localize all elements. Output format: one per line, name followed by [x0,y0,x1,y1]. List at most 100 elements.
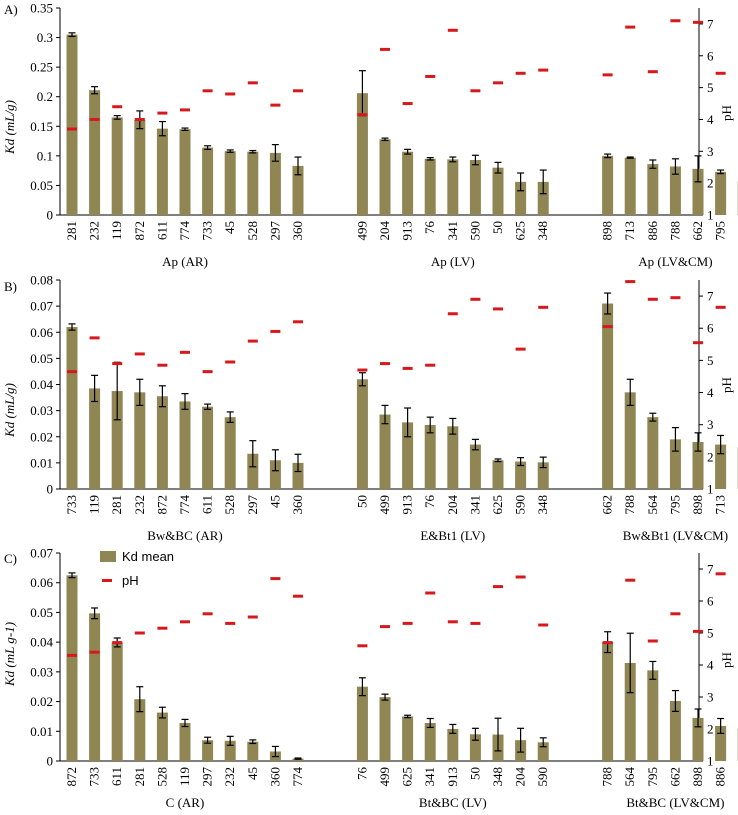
category-tick-label: 662 [600,495,615,515]
ph-marker [293,594,303,598]
right-tick-label: 7 [707,16,714,31]
category-tick-label: 713 [735,767,738,787]
ph-marker [180,108,190,112]
ph-marker [693,341,704,345]
category-tick-label: 499 [377,495,392,515]
category-tick-label: 232 [222,767,237,787]
category-tick-label: 774 [177,495,192,515]
ph-marker [202,612,213,616]
category-tick-label: 348 [490,767,505,787]
ph-marker [538,305,549,309]
category-tick-label: 281 [64,221,79,241]
kd-bar [179,401,191,489]
ph-marker [602,641,613,645]
group-label: Bw&Bt1 (LV&CM) [623,528,728,543]
category-tick-label: 348 [535,495,550,515]
category-tick-label: 204 [513,767,528,787]
category-tick-label: 788 [600,767,615,787]
group-label: C (AR) [166,795,205,810]
y-tick-label: 0.03 [30,664,53,679]
category-tick-label: 119 [109,221,124,240]
ph-marker [493,81,504,85]
kd-bar [156,712,168,761]
category-tick-label: 913 [400,221,415,241]
panel-a-label: A) [4,2,18,17]
kd-bar [111,642,123,761]
y-tick-label: 0.05 [30,351,53,366]
ph-marker [157,111,168,115]
ph-marker [67,653,77,657]
kd-bar [624,157,636,215]
category-tick-label: 774 [177,221,192,241]
category-tick-label: 898 [690,767,705,787]
ph-marker [670,296,681,300]
kd-bar [379,697,391,761]
y-tick-label: 0.2 [37,89,53,104]
category-tick-label: 611 [200,495,215,514]
ph-marker [470,297,481,301]
right-tick-label: 3 [707,690,714,705]
ph-marker [202,89,213,93]
kd-bar [202,406,214,489]
ph-marker [693,20,704,24]
right-tick-label: 2 [707,176,714,191]
ph-marker [515,575,526,579]
panel-b-right-axis-title: pH [719,377,734,393]
category-tick-label: 733 [200,221,215,241]
y-tick-label: 0.03 [30,403,53,418]
category-tick-label: 50 [467,767,482,780]
panel-c: C) Kd (mL g-1) pH 0 0.01 0.02 0.03 0.04 0.05 0… [2,546,738,810]
category-tick-label: 788 [667,221,682,241]
ph-marker [225,360,236,364]
right-tick-label: 4 [707,385,714,400]
ph-marker [515,71,526,75]
category-tick-label: 499 [354,221,369,241]
kd-bar [111,391,123,489]
ph-marker [293,89,303,93]
category-tick-label: 611 [154,221,169,240]
category-tick-label: 297 [200,767,215,787]
kd-bar [379,139,391,215]
ph-marker [425,363,436,367]
category-tick-label: 348 [535,221,550,241]
right-tick-label: 1 [707,482,714,497]
kd-bar [224,151,236,215]
ph-marker [89,336,100,340]
category-tick-label: 528 [222,495,237,515]
category-tick-label: 795 [667,495,682,515]
category-tick-label: 662 [690,221,705,241]
kd-bar [247,741,259,761]
category-tick-label: 50 [354,495,369,508]
category-tick-label: 590 [535,767,550,787]
kd-bar [356,93,368,215]
kd-bar [447,159,459,215]
kd-bar [515,461,527,489]
kd-bar [602,303,614,489]
category-tick-label: 872 [64,767,79,787]
right-tick-label: 5 [707,80,714,95]
ph-marker [225,621,236,625]
category-tick-label: 898 [690,495,705,515]
y-tick-label: 0.3 [37,30,53,45]
y-tick-label: 0.06 [30,575,53,590]
ph-marker [380,625,391,629]
category-tick-label: 528 [154,767,169,787]
kd-bar [66,34,78,215]
ph-marker [112,105,123,109]
category-tick-label: 341 [422,767,437,787]
kd-bar [179,129,191,215]
category-tick-label: 662 [667,767,682,787]
group-label: Ap (LV) [431,254,475,269]
ph-marker [247,615,258,619]
category-tick-label: 872 [154,495,169,515]
legend-kd-label: Kd mean [122,549,174,564]
right-tick-label: 2 [707,722,714,737]
ph-marker [270,577,281,581]
kd-bar [624,662,636,761]
kd-bar [469,444,481,489]
ph-marker [538,68,549,72]
ph-marker [402,366,413,370]
category-tick-label: 45 [245,767,260,780]
ph-marker [693,629,704,633]
category-tick-label: 297 [267,221,282,241]
